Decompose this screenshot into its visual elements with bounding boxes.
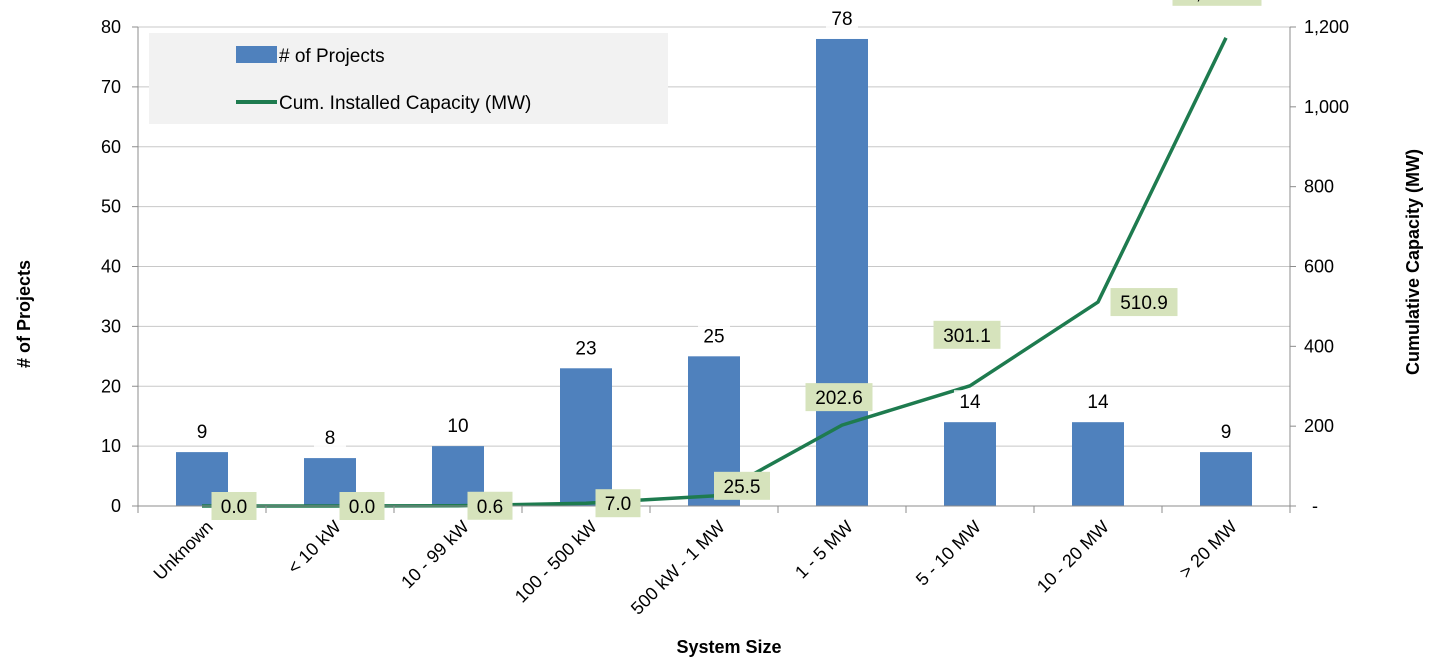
y2-tick-label: 1,200 [1304, 17, 1349, 37]
line-data-labels: 0.0 0.0 0.6 7.0 25.5 202.6 301.1 510.9 1,172.9 [211, 0, 1262, 520]
line-label-bg [339, 492, 385, 520]
y-tick-label: 0 [111, 496, 121, 516]
x-tick-label: Unknown [150, 517, 217, 584]
line-data-label: 202.6 [815, 388, 863, 409]
bar-label-bg [314, 426, 346, 449]
line-data-label: 7.0 [605, 494, 631, 515]
axes [132, 26, 1296, 513]
legend-bar-label: # of Projects [279, 46, 385, 67]
legend-line-label: Cum. Installed Capacity (MW) [279, 93, 531, 114]
y2-tick-label: 800 [1304, 177, 1334, 197]
line-label-bg [805, 383, 873, 412]
y2-tick-label: 200 [1304, 416, 1334, 436]
bar-data-label: 14 [959, 392, 981, 413]
x-tick-label: 1 - 5 MW [791, 517, 857, 583]
bar-label-bg [1210, 420, 1242, 443]
y2-tick-label: - [1312, 496, 1318, 516]
y-tick-label: 50 [101, 197, 121, 217]
bar-label-bg [954, 390, 986, 413]
x-tick-label: 100 - 500 kW [511, 517, 601, 607]
bar-data-label: 9 [197, 422, 208, 443]
y-axis-title: # of Projects [14, 260, 34, 368]
bar-data-label: 25 [703, 326, 724, 347]
x-tick-label: > 20 MW [1175, 517, 1240, 582]
y2-tick-label: 400 [1304, 336, 1334, 356]
line-label-bg [211, 492, 257, 520]
line-label-bg [467, 491, 513, 520]
bar-label-bg [186, 420, 218, 443]
x-tick-label: 10 - 99 kW [397, 517, 473, 593]
line-data-label: 301.1 [943, 326, 991, 347]
bar-label-bg [570, 336, 602, 359]
bar [944, 422, 996, 506]
right-axis-ticks: - 200 400 600 800 1,000 1,200 [1304, 17, 1349, 516]
bar-data-label: 10 [447, 416, 468, 437]
line-data-label: 0.0 [349, 497, 375, 518]
legend-background [149, 33, 668, 124]
legend: # of Projects Cum. Installed Capacity (MW… [236, 46, 531, 114]
left-axis-ticks: 0 10 20 30 40 50 60 70 80 [101, 17, 121, 516]
y2-tick-label: 1,000 [1304, 97, 1349, 117]
y2-tick-label: 600 [1304, 257, 1334, 277]
bar-label-bg [442, 414, 474, 437]
x-tick-label: 10 - 20 MW [1033, 517, 1113, 597]
bar [1200, 452, 1252, 506]
line-data-label: 0.0 [221, 497, 247, 518]
x-axis-ticks: Unknown < 10 kW 10 - 99 kW 100 - 500 kW 500 … [150, 517, 1241, 619]
x-axis-title: System Size [676, 637, 781, 657]
line-data-label: 510.9 [1120, 293, 1168, 314]
line-label-bg [933, 320, 1001, 349]
line-data-label: 0.6 [477, 497, 503, 518]
bar-data-label: 78 [831, 9, 852, 30]
bar-label-bg [826, 6, 858, 29]
y-tick-label: 40 [101, 257, 121, 277]
bar [1072, 422, 1124, 506]
y-tick-label: 30 [101, 316, 121, 336]
x-tick-label: < 10 kW [284, 517, 345, 578]
line-label-bg [714, 471, 770, 500]
y2-axis-title: Cumulative Capacity (MW) [1403, 149, 1423, 375]
bar-data-label: 14 [1087, 392, 1109, 413]
line-data-label: 25.5 [724, 477, 761, 498]
legend-box [149, 33, 668, 124]
bar-data-label: 8 [325, 428, 336, 449]
bar-data-label: 9 [1221, 422, 1232, 443]
bar-data-labels: 9 8 10 23 25 78 14 14 9 [186, 6, 1242, 449]
legend-bar-swatch [236, 46, 277, 63]
y-tick-label: 60 [101, 137, 121, 157]
y-tick-label: 20 [101, 376, 121, 396]
line-label-bg [1172, 0, 1262, 6]
line-label-bg [1110, 288, 1178, 317]
y-tick-label: 10 [101, 436, 121, 456]
x-tick-label: 500 kW - 1 MW [627, 517, 729, 619]
bar [560, 368, 612, 506]
bar-data-label: 23 [575, 338, 596, 359]
y-tick-label: 80 [101, 17, 121, 37]
line-data-label: 1,172.9 [1185, 0, 1248, 4]
y-tick-label: 70 [101, 77, 121, 97]
x-tick-label: 5 - 10 MW [912, 517, 985, 590]
bar-label-bg [1082, 390, 1114, 413]
bar-label-bg [698, 324, 730, 347]
bar [816, 38, 868, 506]
line-label-bg [595, 489, 641, 518]
